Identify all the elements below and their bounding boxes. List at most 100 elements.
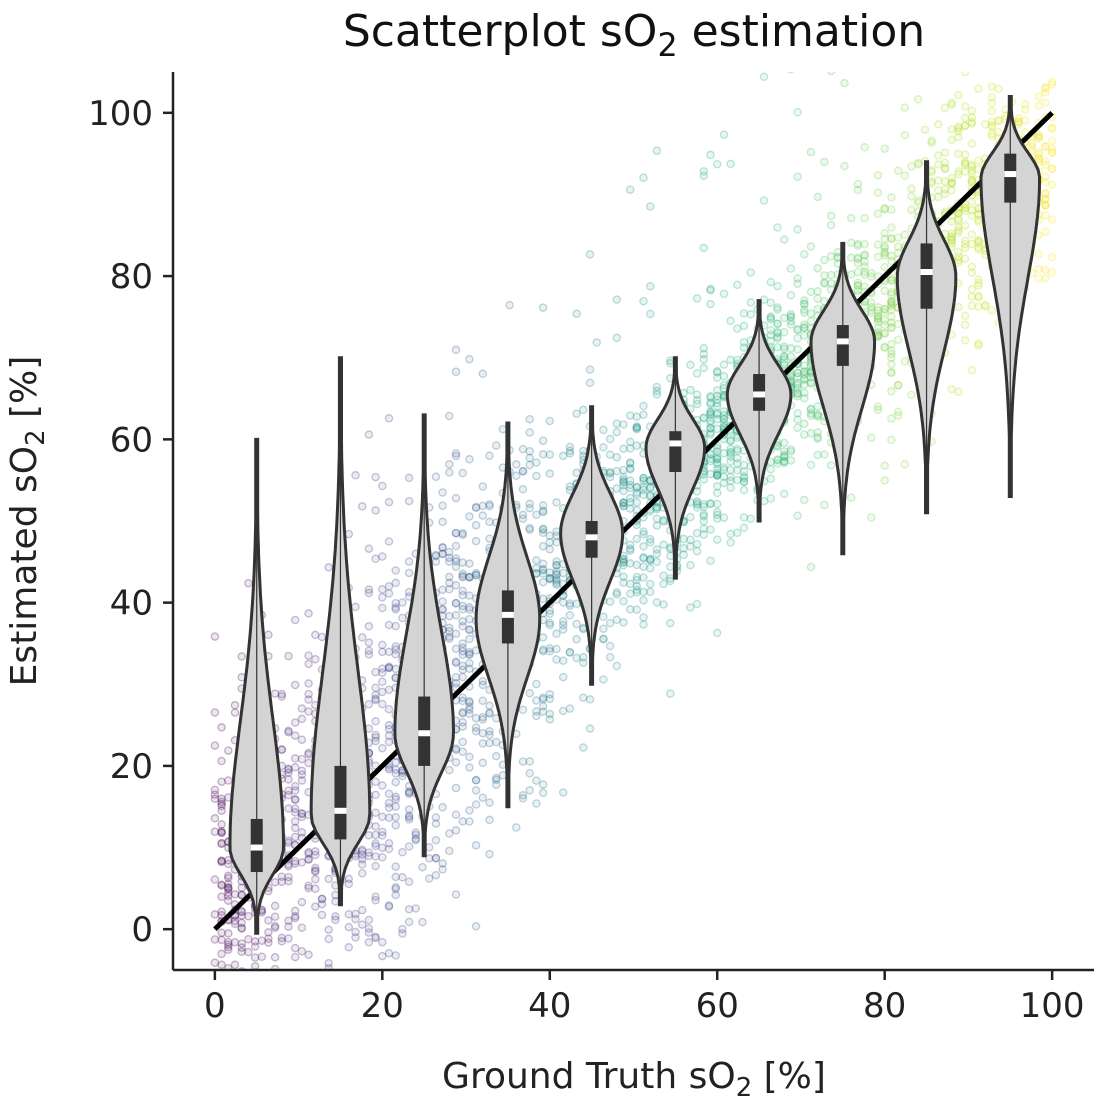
scatter-point	[779, 352, 789, 362]
violin-median	[753, 391, 766, 398]
scatter-point	[404, 917, 414, 927]
scatter-point	[625, 459, 635, 468]
scatter-point	[378, 831, 387, 840]
scatter-point	[982, 7, 989, 14]
scatter-point	[779, 235, 789, 244]
scatter-point	[431, 870, 441, 880]
scatter-point	[733, 528, 742, 538]
scatter-point	[451, 598, 461, 608]
scatter-point	[485, 727, 494, 736]
scatter-point	[545, 644, 555, 653]
scatter-point	[773, 455, 782, 464]
scatter-point	[465, 614, 474, 624]
scatter-point	[290, 731, 300, 740]
scatter-point	[793, 325, 802, 335]
scatter-point	[873, 306, 883, 315]
scatter-point	[726, 476, 735, 486]
scatter-point	[217, 928, 226, 938]
scatter-point	[652, 503, 662, 512]
scatter-point	[290, 906, 300, 916]
scatter-point	[967, 160, 977, 170]
scatter-point	[1047, 80, 1057, 89]
scatter-point	[639, 473, 648, 483]
scatter-point	[359, 1063, 366, 1070]
scatter-point	[873, 209, 883, 219]
scatter-point	[867, 303, 876, 312]
scatter-point	[384, 798, 394, 808]
scatter-point	[994, 84, 1003, 94]
scatter-point	[612, 427, 622, 437]
scatter-point	[290, 786, 300, 795]
violin	[895, 160, 958, 515]
scatter-point	[485, 500, 494, 509]
scatter-point	[960, 102, 970, 111]
scatter-point	[451, 679, 461, 688]
scatter-point	[786, 264, 796, 273]
scatter-point	[666, 576, 675, 586]
scatter-point	[974, 156, 983, 165]
scatter-point	[532, 696, 541, 705]
scatter-point	[1034, 274, 1043, 283]
scatter-point	[525, 460, 534, 470]
scatter-point	[793, 379, 802, 388]
scatter-point	[712, 458, 722, 467]
scatter-point	[471, 921, 481, 931]
scatter-point	[960, 160, 970, 169]
scatter-point	[391, 951, 400, 960]
scatter-point	[712, 470, 722, 480]
scatter-point	[599, 634, 608, 644]
scatter-point	[947, 100, 956, 110]
violin-median	[669, 440, 682, 447]
scatter-point	[880, 262, 889, 272]
scatter-point	[471, 503, 481, 512]
scatter-point	[786, 320, 796, 329]
scatter-point	[846, 238, 856, 248]
scatter-point	[371, 852, 380, 861]
scatter-point	[880, 316, 889, 325]
scatter-point	[900, 357, 910, 366]
scatter-point	[733, 466, 742, 475]
scatter-point	[960, 203, 970, 213]
scatter-point	[773, 328, 782, 338]
scatter-point	[659, 571, 668, 580]
scatter-point	[465, 752, 474, 762]
scatter-point	[692, 539, 702, 549]
scatter-point	[364, 585, 374, 594]
scatter-point	[384, 589, 394, 598]
scatter-point	[739, 472, 749, 481]
scatter-point	[907, 192, 916, 201]
scatter-point	[325, 989, 332, 996]
scatter-point	[411, 830, 421, 840]
scatter-point	[967, 117, 977, 127]
scatter-point	[967, 139, 977, 148]
scatter-point	[538, 436, 548, 445]
scatter-point	[706, 525, 715, 534]
scatter-point	[873, 240, 883, 249]
scatter-point	[793, 389, 802, 398]
scatter-point	[290, 795, 300, 805]
scatter-point	[645, 556, 655, 565]
scatter-point	[1047, 164, 1057, 173]
scatter-point	[545, 694, 555, 704]
scatter-point	[297, 946, 307, 956]
scatter-point	[773, 319, 782, 328]
scatter-point	[632, 488, 642, 497]
scatter-point	[625, 483, 635, 493]
scatter-point	[451, 657, 461, 667]
scatter-point	[619, 558, 628, 567]
scatter-point	[518, 485, 528, 494]
scatter-point	[378, 827, 387, 837]
scatter-point	[793, 423, 802, 432]
scatter-point	[465, 455, 474, 464]
scatter-point	[800, 419, 809, 429]
x-tick-label: 80	[863, 986, 906, 1026]
scatter-point	[632, 483, 642, 492]
scatter-point	[364, 831, 374, 840]
scatter-point	[565, 446, 575, 456]
scatter-point	[491, 780, 501, 789]
scatter-point	[218, 975, 225, 982]
scatter-point	[391, 862, 400, 871]
scatter-point	[297, 770, 307, 779]
scatter-point	[793, 279, 802, 288]
scatter-point	[404, 557, 414, 566]
